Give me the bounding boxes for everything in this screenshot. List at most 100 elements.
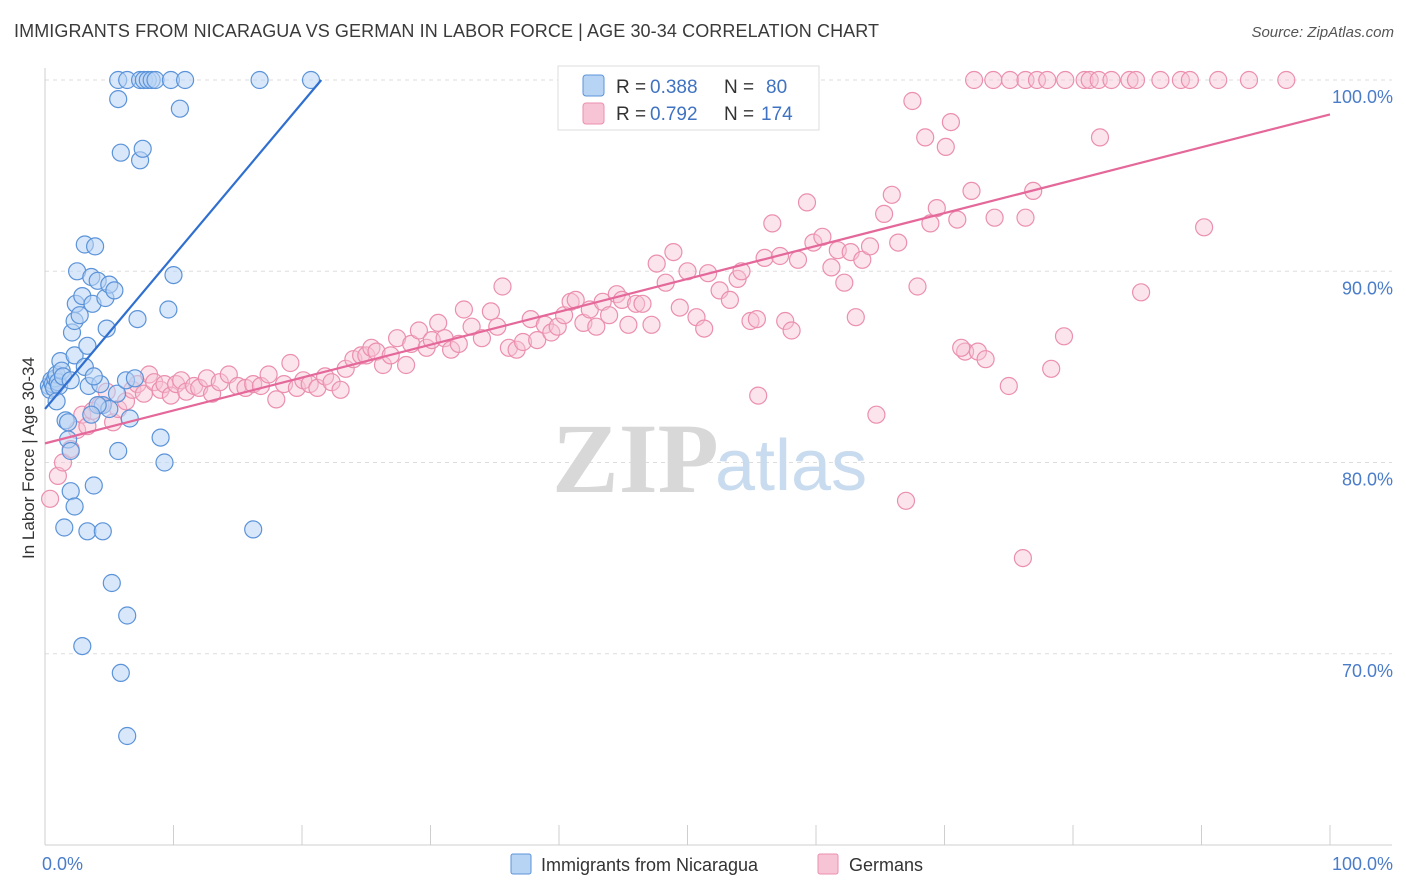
legend-r-label-1: R = [616,77,646,98]
legend-r-value-2: 0.792 [650,104,698,125]
y-axis-label: In Labor Force | Age 30-34 [19,357,38,559]
point-nicaragua [128,310,147,329]
point-germans [331,380,350,399]
point-germans [964,70,984,90]
legend-swatch-blue [582,74,605,97]
point-germans [48,466,68,485]
point-germans [599,306,619,325]
point-nicaragua [78,522,97,541]
point-germans [1180,70,1200,90]
data-points [39,70,1296,746]
point-germans [695,319,714,338]
point-nicaragua [118,726,137,746]
point-nicaragua [61,441,80,461]
legend-r-label-2: R = [616,104,646,125]
point-germans [642,315,661,334]
point-germans [741,311,760,331]
point-germans [267,390,286,409]
point-nicaragua [109,441,128,461]
point-germans [397,355,416,375]
legend-r-value-1: 0.388 [650,77,698,98]
trend-lines [44,79,1331,445]
point-nicaragua [155,453,174,472]
point-germans [281,353,300,373]
point-germans [429,313,448,332]
trend-line-germans [44,113,1331,445]
point-germans [1277,70,1296,90]
point-germans [1102,70,1121,90]
point-nicaragua [84,367,103,386]
point-germans [776,311,795,331]
point-germans [846,308,865,327]
point-nicaragua [70,306,89,325]
point-germans [259,365,278,384]
point-germans [1090,128,1110,147]
point-germans [763,214,782,233]
y-tick-label: 80.0% [1342,470,1393,490]
point-nicaragua [111,663,130,683]
legend-n-label-2: N = [724,104,754,125]
point-germans [1131,283,1151,302]
point-germans [481,302,500,321]
point-nicaragua [133,139,152,158]
point-germans [1042,359,1061,378]
point-germans [976,350,995,369]
point-nicaragua [102,573,121,593]
point-germans [867,405,886,424]
point-germans [1151,70,1170,90]
point-germans [1075,70,1094,90]
point-germans [1239,70,1259,90]
point-germans [908,277,927,296]
chart-source: Source: ZipAtlas.com [1251,24,1394,41]
point-nicaragua [84,476,103,495]
stats-legend: R = 0.388 N = 80 R = 0.792 N = 174 [557,65,820,131]
point-germans [1000,70,1020,90]
point-nicaragua [170,99,189,118]
legend-n-value-2: 174 [761,104,793,125]
point-germans [927,199,946,218]
point-nicaragua [105,281,124,300]
point-germans [999,376,1018,396]
point-nicaragua [78,336,97,355]
point-germans [903,91,922,111]
point-nicaragua [176,70,195,90]
point-germans [454,300,473,319]
point-germans [948,210,967,229]
point-nicaragua [111,143,130,162]
point-nicaragua [164,266,183,285]
point-nicaragua [58,413,78,432]
point-germans [797,193,817,212]
series-legend: Immigrants from Nicaragua Germans [510,853,923,875]
point-germans [921,214,940,233]
point-germans [860,237,880,256]
point-nicaragua [125,369,144,388]
point-germans [1013,548,1033,568]
point-nicaragua [93,522,112,541]
point-germans [984,70,1003,90]
point-germans [513,332,533,352]
grid-lines [45,79,1392,655]
point-germans [1089,70,1108,90]
point-germans [788,250,808,269]
point-germans [874,204,894,223]
point-nicaragua [120,409,139,428]
axes: 70.0% 80.0% 90.0% 100.0% 0.0% 100.0% [42,68,1393,874]
y-tick-label: 70.0% [1342,661,1393,681]
point-germans [916,128,935,147]
point-nicaragua [301,70,321,90]
point-germans [1038,70,1057,90]
point-germans [352,346,371,365]
point-germans [472,329,491,348]
point-nicaragua [82,405,101,424]
point-germans [493,277,512,296]
point-germans [882,185,901,204]
x-tick-label-max: 100.0% [1332,854,1393,874]
point-germans [626,294,646,313]
point-germans [633,294,652,313]
point-germans [587,317,606,336]
point-germans [1027,70,1047,90]
y-tick-label: 100.0% [1332,87,1393,107]
legend-swatch-pink [582,102,605,125]
point-germans [782,321,801,340]
point-germans [409,321,428,340]
